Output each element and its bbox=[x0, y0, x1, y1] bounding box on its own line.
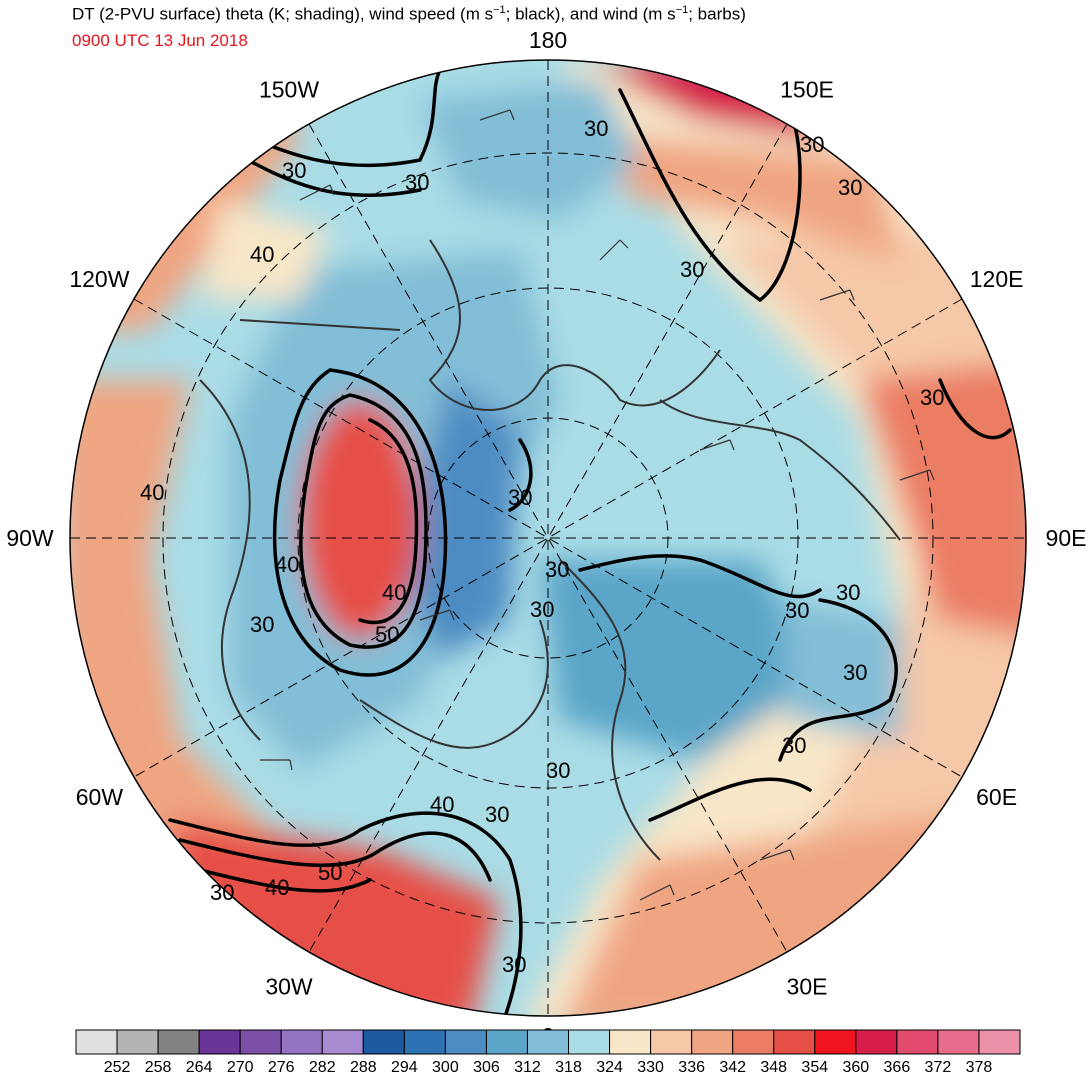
colorbar-tick-label: 372 bbox=[925, 1059, 952, 1076]
colorbar-tick-label: 306 bbox=[473, 1059, 500, 1076]
colorbar-tick-label: 366 bbox=[884, 1059, 911, 1076]
theta-shading bbox=[70, 60, 1026, 1016]
longitude-label: 120E bbox=[970, 266, 1024, 292]
colorbar-swatch bbox=[485, 1029, 528, 1055]
contour-label: 30 bbox=[782, 733, 806, 758]
colorbar-swatch bbox=[321, 1029, 364, 1055]
colorbar-tick-label: 312 bbox=[514, 1059, 541, 1076]
contour-label: 30 bbox=[838, 175, 862, 200]
longitude-label: 90E bbox=[1046, 525, 1087, 551]
colorbar-swatch bbox=[157, 1029, 200, 1055]
colorbar-swatch bbox=[444, 1029, 487, 1055]
contour-label: 30 bbox=[584, 116, 608, 141]
contour-label: 40 bbox=[275, 552, 299, 577]
contour-label: 30 bbox=[800, 132, 824, 157]
colorbar-tick-label: 324 bbox=[596, 1059, 623, 1076]
wind-barbs bbox=[260, 109, 935, 901]
contour-label: 30 bbox=[545, 557, 569, 582]
contour-label: 40 bbox=[382, 580, 406, 605]
colorbar-tick-label: 252 bbox=[104, 1059, 131, 1076]
colorbar-tick-label: 330 bbox=[637, 1059, 664, 1076]
contour-label: 40 bbox=[140, 480, 164, 505]
longitude-label: 120W bbox=[69, 266, 129, 292]
colorbar-tick-label: 276 bbox=[268, 1059, 295, 1076]
longitude-label: 150E bbox=[780, 76, 834, 102]
contour-label: 30 bbox=[502, 952, 526, 977]
contour-label: 30 bbox=[836, 580, 860, 605]
longitude-labels: 180150E120E90E60E30E030W60W90W120W150W bbox=[6, 27, 1086, 1049]
contour-label: 50 bbox=[375, 622, 399, 647]
colorbar: 252 258 264 270 276 282 288 294 300 306 312 318 324 3… bbox=[75, 1029, 1021, 1076]
contour-label: 30 bbox=[785, 598, 809, 623]
colorbar-tick-label: 354 bbox=[801, 1059, 828, 1076]
colorbar-swatch bbox=[732, 1029, 775, 1055]
colorbar-swatch bbox=[362, 1029, 405, 1055]
colorbar-tick-label: 294 bbox=[391, 1059, 418, 1076]
longitude-label: 180 bbox=[529, 27, 567, 53]
colorbar-swatch bbox=[526, 1029, 570, 1055]
contour-label: 40 bbox=[265, 875, 289, 900]
contour-label: 30 bbox=[530, 597, 554, 622]
colorbar-tick-label: 288 bbox=[350, 1059, 377, 1076]
longitude-label: 60E bbox=[976, 784, 1017, 810]
colorbar-tick-label: 318 bbox=[555, 1059, 582, 1076]
colorbar-swatch bbox=[814, 1029, 857, 1055]
colorbar-swatch bbox=[691, 1029, 734, 1055]
colorbar-swatch bbox=[280, 1029, 323, 1055]
colorbar-tick-label: 282 bbox=[309, 1059, 336, 1076]
contour-label: 30 bbox=[680, 257, 704, 282]
contour-label: 30 bbox=[843, 660, 867, 685]
colorbar-tick-label: 270 bbox=[227, 1059, 254, 1076]
colorbar-swatch bbox=[198, 1029, 241, 1055]
contour-labels: 30 30 30 30 30 30 30 30 30 30 30 30 30 3… bbox=[140, 116, 944, 977]
chart-title: DT (2-PVU surface) theta (K; shading), w… bbox=[72, 4, 746, 24]
colorbar-tick-label: 348 bbox=[760, 1059, 787, 1076]
colorbar-swatch bbox=[239, 1029, 282, 1055]
contour-label: 30 bbox=[508, 485, 532, 510]
contour-label: 30 bbox=[250, 612, 274, 637]
graticule bbox=[70, 60, 1026, 1016]
colorbar-swatch bbox=[978, 1029, 1021, 1055]
colorbar-tick-label: 300 bbox=[432, 1059, 459, 1076]
colorbar-tick-label: 258 bbox=[145, 1059, 172, 1076]
contour-label: 40 bbox=[430, 792, 454, 817]
colorbar-swatch bbox=[896, 1029, 939, 1055]
valid-time-label: 0900 UTC 13 Jun 2018 bbox=[72, 31, 248, 50]
colorbar-tick-label: 336 bbox=[678, 1059, 705, 1076]
colorbar-tick-label: 360 bbox=[842, 1059, 869, 1076]
longitude-label: 60W bbox=[76, 784, 124, 810]
contour-label: 50 bbox=[318, 860, 342, 885]
contour-label: 30 bbox=[920, 385, 944, 410]
contour-label: 30 bbox=[546, 758, 570, 783]
colorbar-swatch bbox=[855, 1029, 898, 1055]
colorbar-swatch bbox=[937, 1029, 980, 1055]
colorbar-swatch bbox=[403, 1029, 446, 1055]
contour-label: 40 bbox=[250, 242, 274, 267]
colorbar-swatch bbox=[650, 1029, 693, 1055]
contour-label: 30 bbox=[210, 880, 234, 905]
wind-speed-contours bbox=[168, 68, 1012, 1016]
colorbar-tick-label: 378 bbox=[966, 1059, 993, 1076]
longitude-label: 30E bbox=[787, 974, 828, 1000]
colorbar-tick-label: 264 bbox=[186, 1059, 213, 1076]
colorbar-tick-label: 342 bbox=[719, 1059, 746, 1076]
contour-label: 30 bbox=[282, 158, 306, 183]
longitude-label: 150W bbox=[259, 76, 319, 102]
colorbar-swatch bbox=[116, 1029, 159, 1055]
colorbar-swatch bbox=[568, 1029, 611, 1055]
colorbar-swatch bbox=[773, 1029, 816, 1055]
map-boundary bbox=[69, 59, 1027, 1017]
longitude-label: 90W bbox=[6, 525, 54, 551]
contour-label: 30 bbox=[405, 170, 429, 195]
contour-label: 30 bbox=[485, 802, 509, 827]
colorbar-swatch bbox=[609, 1029, 652, 1055]
longitude-label: 30W bbox=[265, 974, 313, 1000]
coastlines bbox=[199, 239, 901, 861]
colorbar-swatch bbox=[75, 1029, 118, 1055]
